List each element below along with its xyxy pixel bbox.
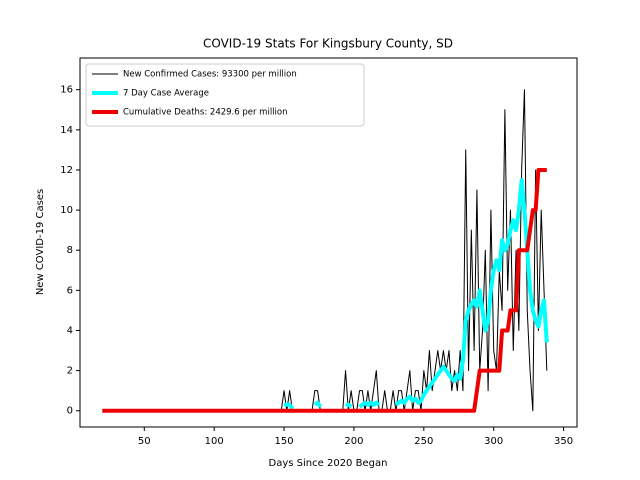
x-tick-label: 300 — [484, 436, 503, 447]
series-line — [394, 177, 549, 407]
x-tick-label: 250 — [414, 436, 433, 447]
legend-label: New Confirmed Cases: 93300 per million — [123, 70, 297, 80]
y-tick-label: 6 — [67, 285, 73, 296]
series-line — [284, 402, 295, 410]
x-tick-label: 150 — [275, 436, 294, 447]
legend-box — [85, 63, 365, 127]
legend-label: Cumulative Deaths: 2429.6 per million — [123, 108, 288, 118]
y-tick-label: 2 — [67, 366, 73, 377]
legend-label: 7 Day Case Average — [123, 89, 209, 99]
y-tick-label: 16 — [60, 85, 73, 96]
series-line — [313, 400, 323, 408]
plot-frame — [79, 57, 578, 428]
y-tick-label: 10 — [60, 205, 73, 216]
y-tick-label: 14 — [60, 125, 73, 136]
series-line — [102, 167, 547, 413]
x-tick-label: 100 — [205, 436, 224, 447]
x-axis-label: Days Since 2020 Began — [269, 458, 388, 469]
y-tick-label: 4 — [67, 325, 73, 336]
series-line — [102, 89, 548, 412]
chart-title: COVID-19 Stats For Kingsbury County, SD — [203, 37, 453, 51]
x-tick-label: 200 — [344, 436, 363, 447]
y-tick-label: 0 — [67, 406, 73, 417]
x-tick-label: 50 — [138, 436, 151, 447]
series-line — [358, 400, 381, 409]
y-tick-label: 8 — [67, 245, 73, 256]
series-line — [345, 402, 353, 409]
legend: New Confirmed Cases: 93300 per million 7 … — [85, 63, 365, 127]
y-axis-label: New COVID-19 Cases — [35, 189, 46, 295]
x-tick-label: 350 — [554, 436, 573, 447]
y-tick-label: 12 — [60, 165, 73, 176]
